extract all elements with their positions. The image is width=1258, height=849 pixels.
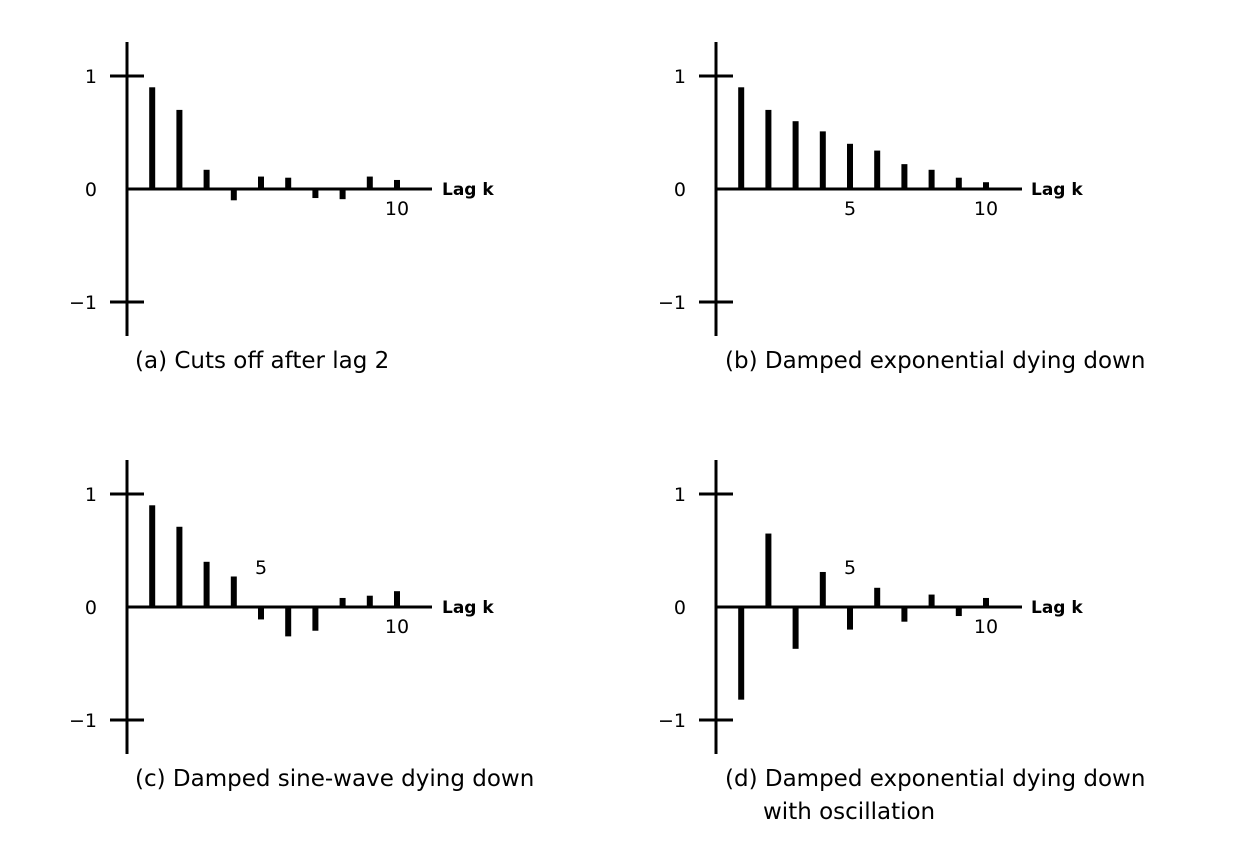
- panel-a-caption: (a) Cuts off after lag 2: [135, 348, 389, 374]
- panel-a-bar-lag-6: [285, 177, 292, 189]
- panel-d-xtick-label-5: 5: [844, 557, 856, 579]
- panel-d-ytick-label-1: 0: [674, 597, 686, 619]
- panel-b-bar-lag-3: [792, 121, 799, 189]
- panel-c-caption: (c) Damped sine-wave dying down: [135, 766, 534, 792]
- panel-a-bar-lag-9: [366, 176, 373, 189]
- panel-d-bar-lag-8: [928, 594, 935, 607]
- panel-b-xlabel: Lag k: [1031, 180, 1083, 200]
- panel-d-xtick-label-10: 10: [974, 616, 998, 638]
- panel-b-bar-lag-5: [847, 143, 853, 189]
- panel-a-ytick-label-1: 0: [85, 179, 97, 201]
- panel-d-ytick-label-2: −1: [658, 710, 686, 732]
- panel-d-bar-lag-2: [765, 533, 772, 607]
- panel-d-xlabel: Lag k: [1031, 598, 1083, 618]
- panel-b-bar-lag-10: [983, 182, 989, 189]
- panel-c-ytick-label-2: −1: [69, 710, 97, 732]
- panel-b-bar-lag-7: [901, 164, 908, 189]
- panel-a-bar-lag-1: [149, 87, 156, 189]
- panel-d-bar-lag-10: [983, 597, 989, 607]
- panel-a-bar-lag-2: [176, 109, 183, 189]
- panel-c-bar-lag-2: [176, 526, 183, 607]
- panel-b-ytick-label-2: −1: [658, 292, 686, 314]
- panel-a-bar-lag-10: [394, 179, 400, 189]
- panel-c-bar-lag-5: [258, 607, 264, 620]
- panel-c-bar-lag-7: [312, 607, 319, 631]
- panel-c-bar-lag-1: [149, 505, 156, 607]
- panel-c-bar-lag-3: [203, 561, 210, 607]
- panel-b-xtick-label-5: 5: [844, 198, 856, 220]
- panel-a-bar-lag-7: [312, 189, 319, 199]
- panel-b-bar-lag-4: [819, 131, 826, 189]
- panel-b-bar-lag-8: [928, 169, 935, 189]
- panel-c-ytick-label-0: 1: [85, 484, 97, 506]
- panel-b-caption: (b) Damped exponential dying down: [725, 348, 1145, 374]
- panel-a-xlabel: Lag k: [442, 180, 494, 200]
- panel-c-xtick-label-5: 5: [255, 557, 267, 579]
- panel-a-bar-lag-5: [258, 176, 264, 189]
- panel-b-bar-lag-2: [765, 109, 772, 189]
- panel-b-ytick-label-1: 0: [674, 179, 686, 201]
- panel-d-bar-lag-3: [792, 607, 799, 649]
- panel-b-bar-lag-1: [738, 87, 745, 189]
- panel-c-bar-lag-10: [394, 591, 400, 607]
- panel-a-ytick-label-2: −1: [69, 292, 97, 314]
- panel-d-bar-lag-9: [955, 607, 962, 617]
- panel-a-bar-lag-3: [203, 169, 210, 189]
- panel-c-xtick-label-10: 10: [385, 616, 409, 638]
- panel-a-ytick-label-0: 1: [85, 66, 97, 88]
- panel-c-bar-lag-4: [230, 576, 237, 607]
- panel-d-ytick-label-0: 1: [674, 484, 686, 506]
- panel-c-ytick-label-1: 0: [85, 597, 97, 619]
- panel-d-bar-lag-1: [738, 607, 745, 700]
- panel-c-xlabel: Lag k: [442, 598, 494, 618]
- panel-b-bar-lag-9: [955, 177, 962, 189]
- panel-d-bar-lag-7: [901, 607, 908, 622]
- panel-d-bar-lag-4: [819, 571, 826, 607]
- panel-b-xtick-label-10: 10: [974, 198, 998, 220]
- panel-a-xtick-label-10: 10: [385, 198, 409, 220]
- panel-d-caption: (d) Damped exponential dying down: [725, 766, 1145, 792]
- panel-b-bar-lag-6: [874, 150, 881, 189]
- panel-a-bar-lag-4: [230, 189, 237, 201]
- panel-d-bar-lag-5: [847, 607, 853, 630]
- panel-c-bar-lag-8: [339, 597, 346, 607]
- panel-c-bar-lag-9: [366, 595, 373, 607]
- panel-a-bar-lag-8: [339, 189, 346, 200]
- panel-d-caption-line2: with oscillation: [763, 799, 935, 825]
- panel-b-ytick-label-0: 1: [674, 66, 686, 88]
- panel-d-bar-lag-6: [874, 587, 881, 607]
- panel-c-bar-lag-6: [285, 607, 292, 637]
